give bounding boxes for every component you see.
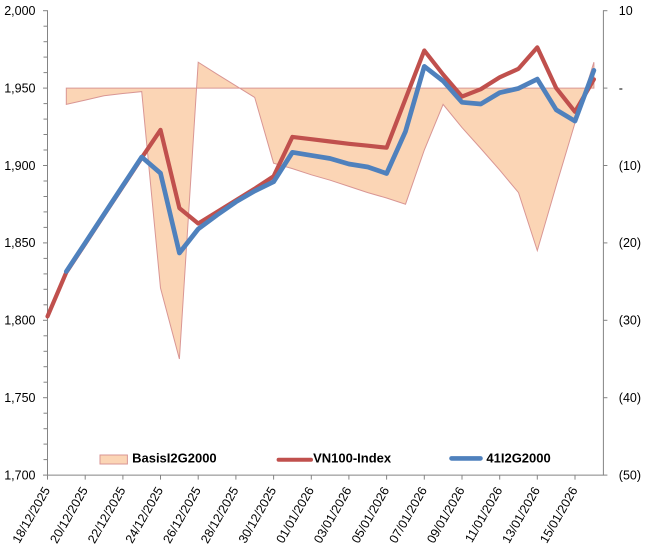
svg-text:(40): (40) [619,391,641,405]
svg-text:VN100-Index: VN100-Index [313,451,392,466]
svg-text:-: - [619,81,623,95]
svg-text:1,750: 1,750 [4,391,35,405]
svg-text:1,950: 1,950 [4,81,35,95]
svg-text:10: 10 [619,4,633,18]
svg-text:(30): (30) [619,314,641,328]
svg-text:(10): (10) [619,159,641,173]
svg-text:2,000: 2,000 [4,4,35,18]
svg-text:1,900: 1,900 [4,159,35,173]
svg-text:(50): (50) [619,468,641,482]
svg-text:1,700: 1,700 [4,468,35,482]
svg-text:BasisI2G2000: BasisI2G2000 [132,451,217,466]
svg-text:41I2G2000: 41I2G2000 [486,451,550,466]
svg-text:1,850: 1,850 [4,236,35,250]
svg-text:(20): (20) [619,236,641,250]
svg-text:1,800: 1,800 [4,314,35,328]
